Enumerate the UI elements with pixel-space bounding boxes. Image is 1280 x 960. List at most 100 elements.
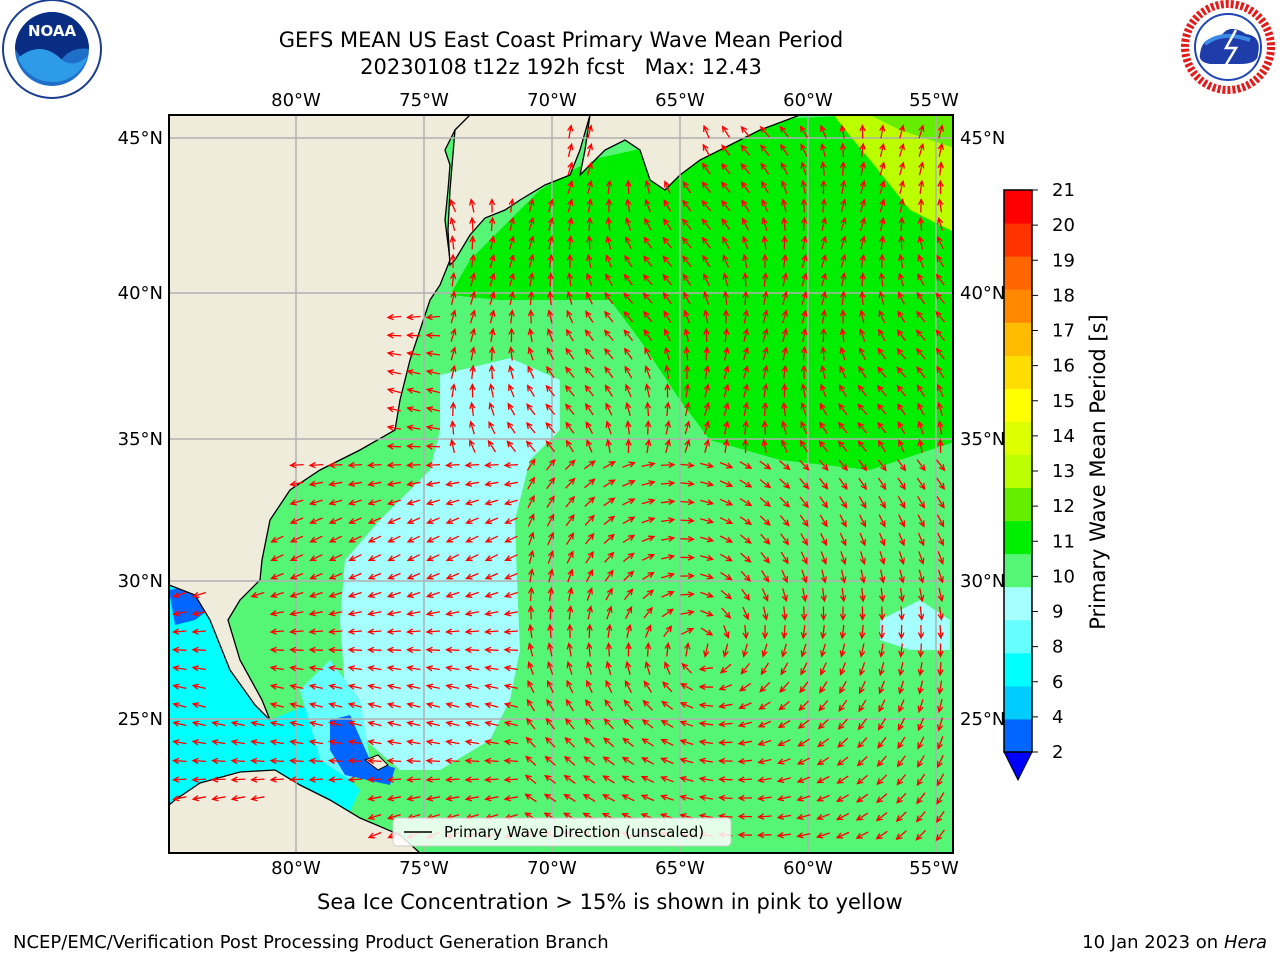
wave-direction-arrow <box>720 162 731 175</box>
colorbar-segment <box>1004 421 1032 455</box>
wave-direction-arrow <box>898 253 905 269</box>
wave-direction-arrow <box>503 683 518 690</box>
wave-direction-arrow <box>584 402 594 416</box>
wave-direction-arrow <box>425 795 441 802</box>
wave-direction-arrow <box>799 478 810 490</box>
wave-direction-arrow <box>742 364 749 379</box>
wave-direction-arrow <box>819 514 828 528</box>
wave-direction-arrow <box>835 794 850 802</box>
wave-direction-arrow <box>664 364 671 380</box>
wave-direction-arrow <box>386 313 402 321</box>
colorbar-tick-label: 13 <box>1052 461 1075 482</box>
wave-direction-arrow <box>406 720 421 727</box>
wave-direction-arrow <box>270 572 284 580</box>
wave-direction-arrow <box>367 757 382 765</box>
wave-direction-arrow <box>937 401 944 416</box>
wave-direction-arrow <box>386 461 402 469</box>
wave-direction-arrow <box>918 124 925 139</box>
wave-direction-arrow <box>937 124 944 139</box>
wave-direction-arrow <box>367 739 382 746</box>
wave-direction-arrow <box>641 480 656 487</box>
wave-direction-arrow <box>464 795 480 802</box>
colorbar-segment <box>1004 487 1032 522</box>
wave-direction-arrow <box>565 513 575 527</box>
wave-direction-arrow <box>722 327 730 343</box>
wave-direction-arrow <box>567 179 574 194</box>
wave-direction-arrow <box>897 495 906 510</box>
wave-direction-arrow <box>449 235 456 250</box>
colorbar: 2 4 6 8 9 10 11 12 13 14 15 16 17 18 19 20 21 <box>1003 180 1075 782</box>
wave-direction-arrow <box>386 683 401 690</box>
wave-direction-arrow <box>917 661 924 677</box>
wave-direction-arrow <box>836 775 849 784</box>
wave-direction-arrow <box>367 499 382 506</box>
wave-direction-arrow <box>465 517 479 524</box>
wave-direction-arrow <box>484 628 499 635</box>
wave-direction-arrow <box>211 720 226 727</box>
wave-direction-arrow <box>308 665 324 672</box>
wave-direction-arrow <box>759 125 770 138</box>
wave-direction-arrow <box>898 680 905 695</box>
wave-direction-arrow <box>602 775 615 784</box>
colorbar-segment <box>1004 223 1032 257</box>
wave-direction-arrow <box>641 535 656 543</box>
wave-direction-arrow <box>545 403 556 415</box>
wave-direction-arrow <box>721 125 730 138</box>
wave-direction-arrow <box>703 346 710 361</box>
wave-direction-arrow <box>308 646 324 654</box>
wave-direction-arrow <box>584 384 595 397</box>
wave-direction-arrow <box>426 554 440 561</box>
wave-direction-arrow <box>664 420 671 435</box>
wave-direction-arrow <box>506 421 516 434</box>
wave-direction-arrow <box>528 531 535 546</box>
wave-direction-arrow <box>679 776 694 783</box>
wave-direction-arrow <box>564 459 576 471</box>
wave-direction-arrow <box>172 610 187 617</box>
wave-direction-arrow <box>504 535 518 543</box>
wave-direction-arrow <box>425 369 440 376</box>
wave-direction-arrow <box>508 383 515 398</box>
wave-direction-arrow <box>858 365 867 379</box>
wave-direction-arrow <box>544 736 556 748</box>
wave-direction-arrow <box>777 720 791 729</box>
wave-direction-arrow <box>820 588 827 603</box>
wave-direction-arrow <box>527 660 534 675</box>
wave-direction-arrow <box>566 272 573 287</box>
wave-direction-arrow <box>605 216 613 232</box>
wave-direction-arrow <box>759 682 771 693</box>
wave-direction-arrow <box>702 143 711 157</box>
wave-direction-arrow <box>269 591 284 598</box>
wave-direction-arrow <box>367 535 382 543</box>
colorbar-tick-label: 19 <box>1052 250 1075 271</box>
wave-direction-arrow <box>508 364 515 379</box>
wave-direction-arrow <box>645 438 652 454</box>
wave-direction-arrow <box>898 216 905 232</box>
wave-direction-arrow <box>776 776 791 783</box>
wave-direction-arrow <box>425 406 440 413</box>
wave-direction-arrow <box>565 439 574 453</box>
land-new-england <box>447 115 591 267</box>
wave-direction-arrow <box>898 272 905 287</box>
wave-direction-arrow <box>757 739 772 746</box>
wave-direction-arrow <box>425 683 440 690</box>
wave-direction-arrow <box>664 383 671 398</box>
period-band-11-12 <box>870 115 953 148</box>
wave-direction-arrow <box>622 516 636 525</box>
wave-direction-arrow <box>761 198 769 213</box>
wave-direction-arrow <box>191 628 207 635</box>
wave-direction-arrow <box>508 216 515 231</box>
footer-credit: NCEP/EMC/Verification Post Processing Pr… <box>13 932 609 953</box>
wave-direction-arrow <box>780 161 789 176</box>
colorbar-segment <box>1004 256 1032 290</box>
wave-direction-arrow <box>781 179 788 194</box>
wave-direction-arrow <box>762 383 769 398</box>
wave-direction-arrow <box>469 290 476 305</box>
wave-direction-arrow <box>483 461 499 469</box>
wave-direction-arrow <box>508 346 515 361</box>
wave-direction-arrow <box>426 535 440 543</box>
wave-direction-arrow <box>839 327 846 343</box>
chart-subtitle: 20230108 t12z 192h fcst Max: 12.43 <box>360 55 762 79</box>
wave-direction-arrow <box>464 499 479 506</box>
wave-direction-arrow <box>878 699 886 713</box>
wave-direction-arrow <box>488 198 496 213</box>
